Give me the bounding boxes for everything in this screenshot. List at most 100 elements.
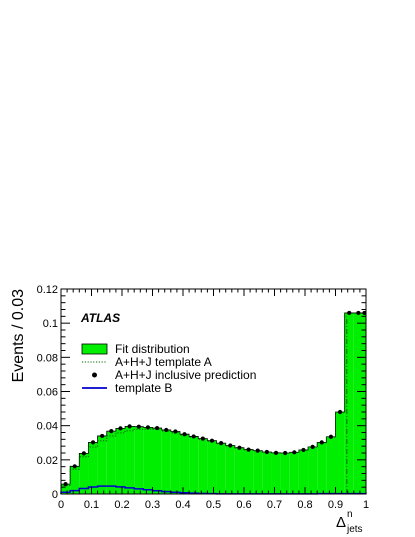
legend-entry: template B (82, 381, 172, 395)
prediction-point (255, 448, 260, 453)
fit-bar (362, 312, 366, 494)
experiment-label: ATLAS (80, 311, 120, 325)
y-tick-label: 0 (52, 489, 58, 501)
prediction-point (228, 443, 233, 448)
fit-bar (179, 434, 190, 494)
prediction-point (90, 440, 96, 445)
x-tick-label: 0.5 (206, 499, 221, 511)
y-tick-label: 0.08 (37, 352, 58, 364)
fit-bar (289, 452, 299, 494)
prediction-point (310, 444, 315, 449)
fit-bar (170, 431, 180, 494)
y-tick-label: 0.12 (37, 284, 58, 296)
prediction-point (81, 451, 86, 456)
fit-bar (353, 312, 363, 494)
y-tick-label: 0.04 (37, 421, 58, 433)
prediction-point (200, 436, 205, 441)
fit-bar (134, 426, 144, 494)
y-axis-label: Events / 0.03 (10, 289, 27, 382)
legend-swatch-marker (92, 372, 97, 378)
prediction-point (347, 310, 352, 316)
fit-bar (115, 428, 126, 494)
legend-entry: A+H+J template A (82, 355, 212, 369)
legend-entry: Fit distribution (81, 342, 190, 356)
fit-bar (189, 436, 199, 494)
prediction-point (283, 450, 288, 456)
prediction-point (109, 429, 114, 434)
prediction-point (301, 447, 306, 453)
x-axis-label-superscript: n (347, 509, 353, 520)
prediction-point (209, 438, 215, 443)
y-tick-label: 0.06 (37, 387, 58, 399)
prediction-point (237, 445, 242, 450)
fit-bar (70, 466, 80, 494)
fit-bar (152, 428, 162, 494)
fit-bar (253, 450, 263, 494)
prediction-point (154, 425, 160, 431)
prediction-point (72, 464, 77, 469)
prediction-point (100, 433, 105, 439)
prediction-point (182, 432, 187, 437)
x-tick-label: 0.2 (114, 499, 129, 511)
fit-bar (326, 436, 336, 494)
fit-bar (280, 453, 290, 494)
fit-bar (225, 445, 235, 494)
prediction-point (127, 424, 132, 429)
fit-bar (106, 431, 116, 494)
prediction-point (319, 440, 324, 445)
prediction-point (63, 481, 68, 487)
fit-bar (207, 440, 217, 494)
x-axis-label-main: Δ (336, 514, 346, 531)
fit-bar (88, 442, 98, 494)
prediction-point (145, 425, 151, 430)
x-tick-label: 0.1 (84, 499, 99, 511)
fit-bar (143, 427, 153, 494)
fit-bar (262, 451, 272, 494)
x-tick-label: 1 (363, 499, 369, 511)
prediction-point (337, 409, 343, 415)
fit-bar (335, 412, 345, 494)
x-tick-label: 0 (58, 499, 64, 511)
plot-area (60, 310, 367, 495)
y-tick-label: 0.02 (37, 455, 58, 467)
prediction-point (264, 449, 269, 455)
fit-bar (97, 435, 107, 494)
prediction-point (292, 450, 297, 455)
x-axis-label: Δ n jets (336, 509, 363, 535)
fit-bar (125, 426, 135, 494)
x-tick-label: 0.4 (175, 499, 190, 511)
x-tick-label: 0.9 (328, 499, 343, 511)
fit-bar (308, 446, 318, 494)
legend-label: template B (115, 381, 172, 395)
x-tick-label: 0.3 (145, 499, 160, 511)
prediction-point (356, 310, 361, 316)
fit-bar (298, 449, 309, 494)
fit-bar (317, 442, 327, 494)
x-tick-label: 0.8 (297, 499, 312, 511)
x-tick-label: 0.7 (267, 499, 282, 511)
prediction-point (164, 427, 169, 433)
fit-bar (216, 443, 226, 494)
legend-swatch-fill (81, 343, 108, 355)
plot-frame (60, 288, 367, 495)
fit-bar (244, 449, 254, 494)
prediction-point (191, 434, 196, 439)
fit-bar (198, 438, 208, 494)
prediction-point (273, 450, 279, 455)
fit-bar (344, 312, 354, 494)
prediction-point (118, 426, 123, 431)
legend-entry: A+H+J inclusive prediction (92, 368, 256, 382)
fit-bar (61, 484, 71, 494)
prediction-point (246, 447, 251, 452)
x-axis-label-subscript: jets (346, 524, 363, 535)
fit-bar (161, 429, 171, 494)
prediction-point (328, 434, 334, 439)
fit-bar (271, 452, 281, 494)
x-tick-label: 0.6 (236, 499, 251, 511)
y-tick-label: 0.1 (43, 318, 58, 330)
prediction-point (219, 440, 224, 446)
axes: 0 0.1 0.2 0.3 0.4 0.5 0.6 0.7 0.8 0.9 1 0 0.02 0.04 0.… (37, 284, 369, 511)
legend-label: Fit distribution (115, 342, 190, 356)
